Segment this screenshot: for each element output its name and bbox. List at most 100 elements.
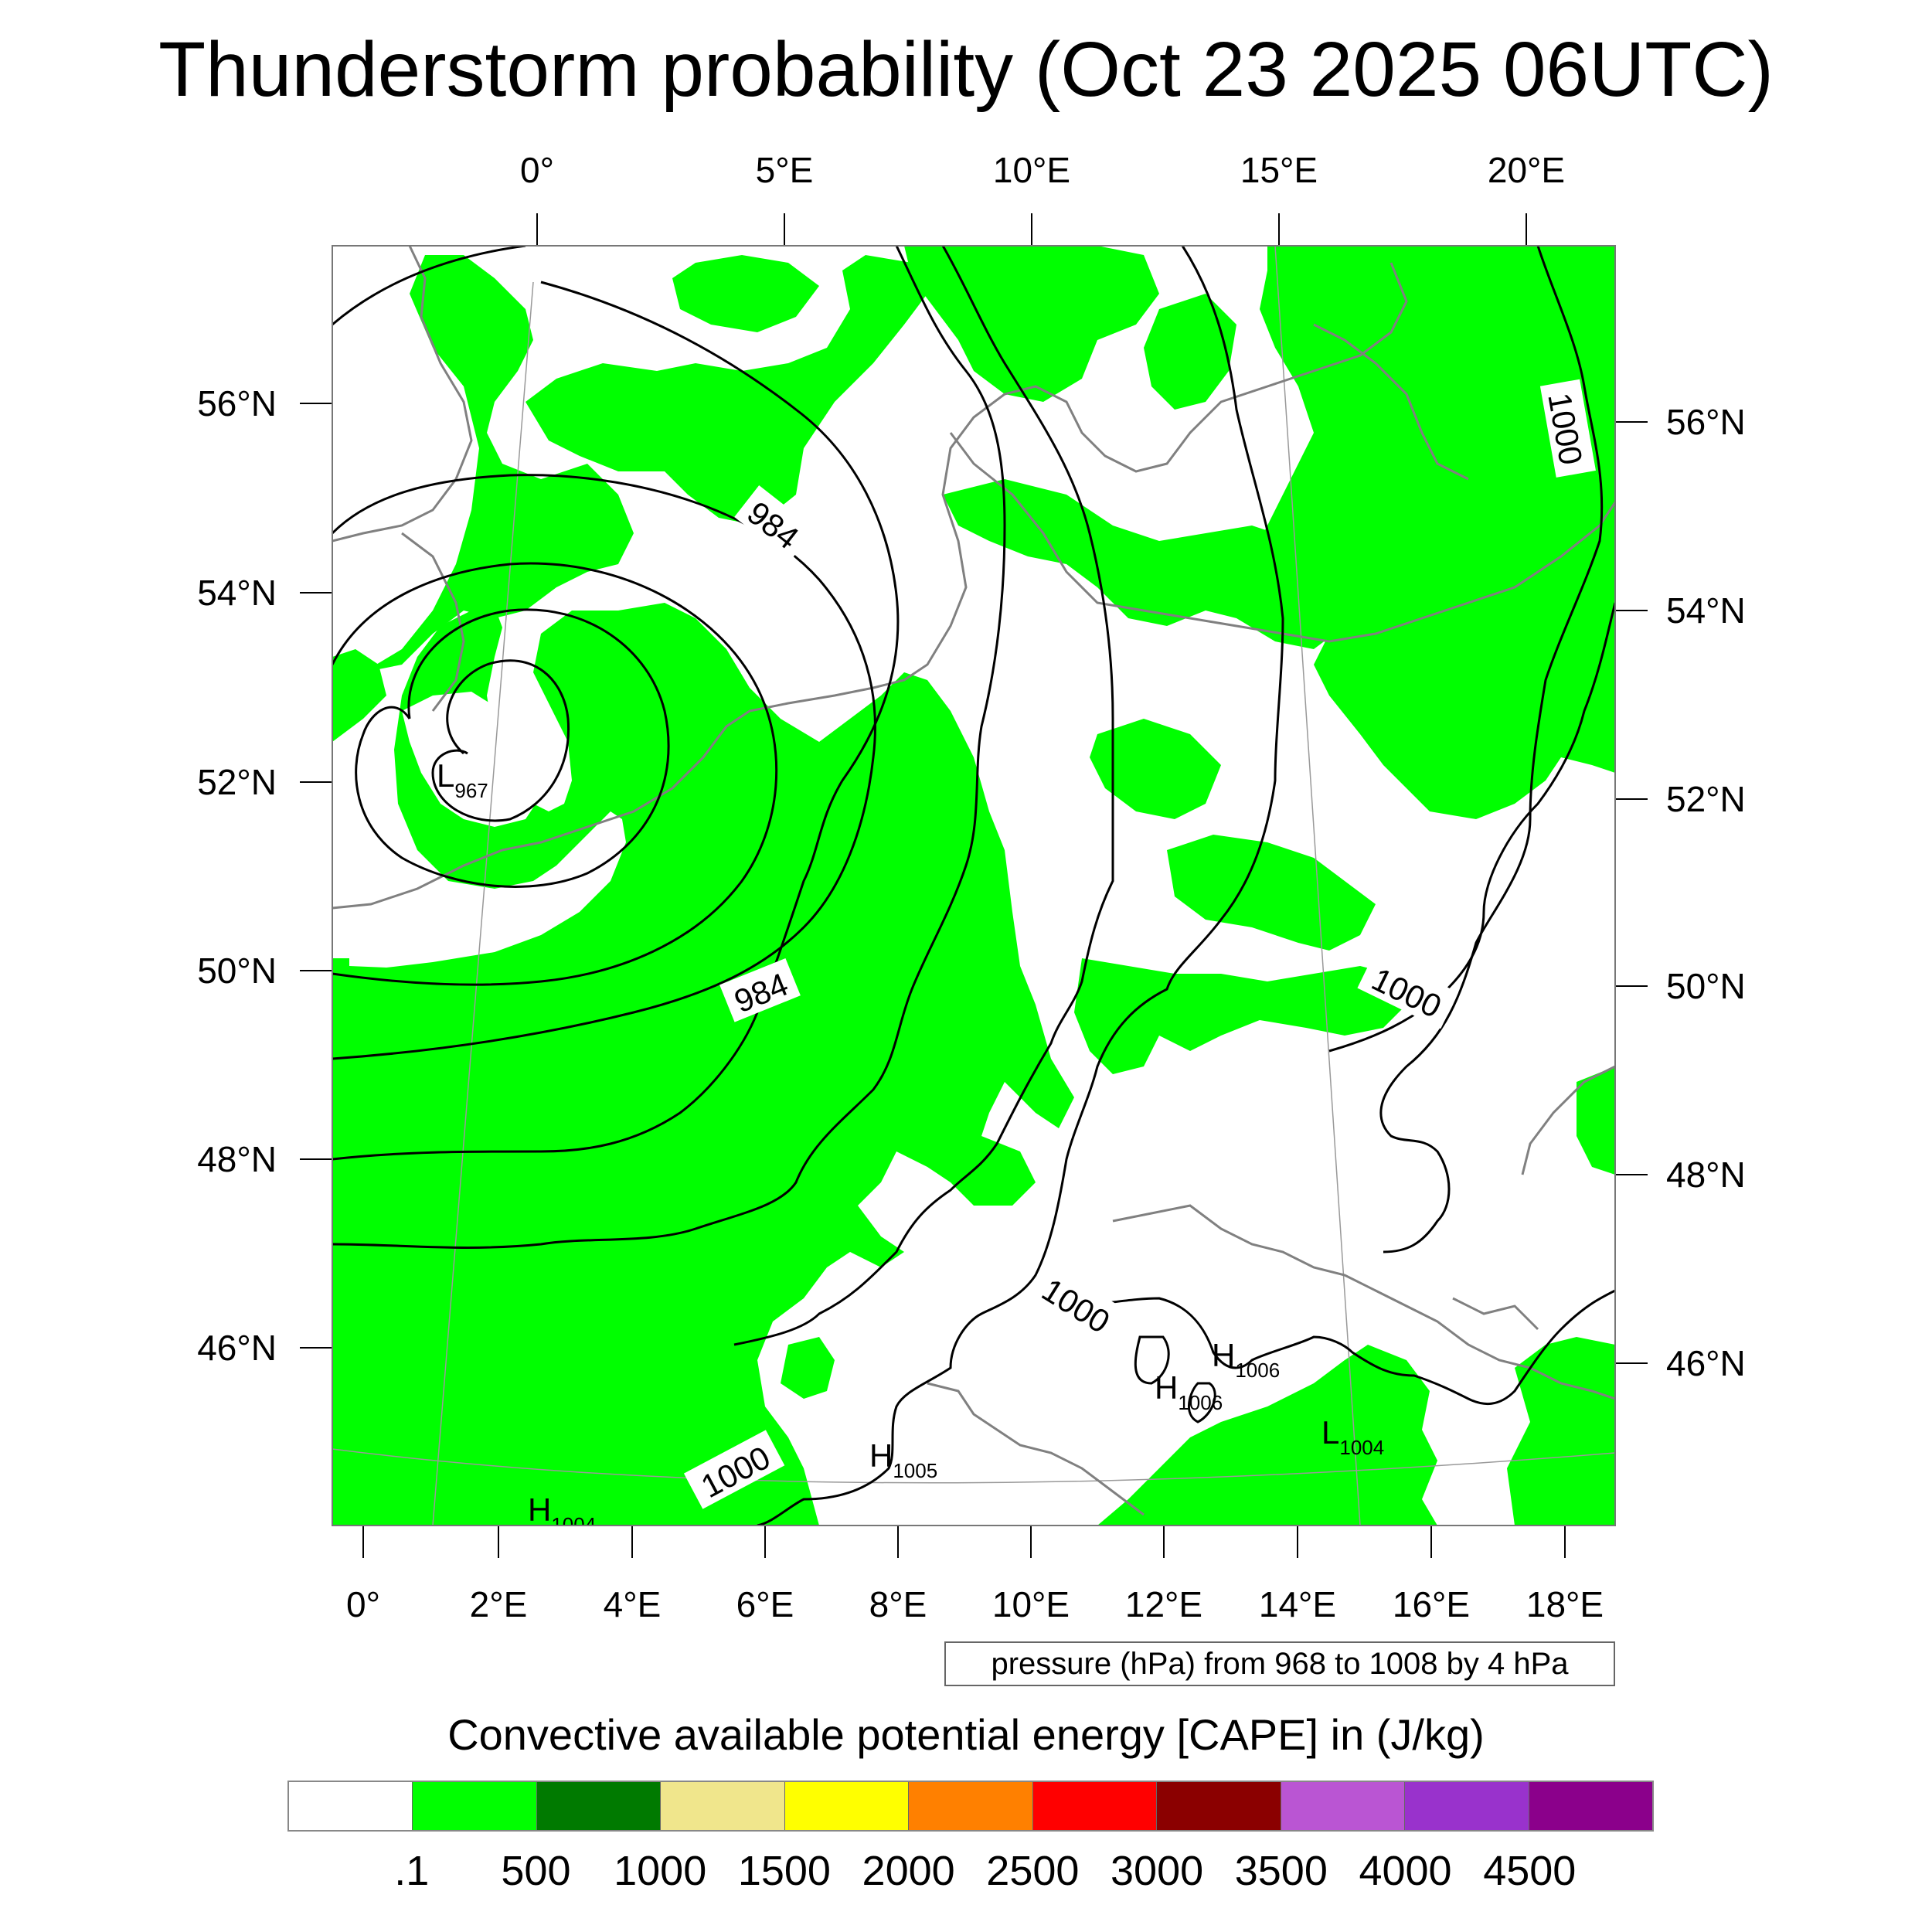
right-axis-label: 50°N [1666, 966, 1746, 1006]
colorbar-swatch [909, 1782, 1033, 1830]
right-axis-label: 48°N [1666, 1155, 1746, 1195]
left-axis-label: 46°N [197, 1328, 277, 1368]
colorbar-swatch [413, 1782, 537, 1830]
pressure-center-letter: L [1321, 1414, 1339, 1451]
top-axis-label: 15°E [1240, 150, 1318, 190]
colorbar-label: 4500 [1483, 1848, 1577, 1894]
pressure-center-label: L967 [437, 757, 488, 802]
colorbar-swatch [1281, 1782, 1406, 1830]
colorbar-label: 2000 [862, 1848, 955, 1894]
map-frame [332, 245, 1616, 1526]
contour-note: pressure (hPa) from 968 to 1008 by 4 hPa [944, 1641, 1615, 1686]
top-axis-ticks: 0° 5°E 10°E 15°E 20°E [520, 150, 1565, 246]
chart-title: Thunderstorm probability (Oct 23 2025 06… [158, 26, 1774, 113]
left-axis-ticks: 56°N 54°N 52°N 50°N 48°N 46°N [197, 383, 332, 1368]
colorbar-label: 1500 [737, 1848, 831, 1894]
colorbar-swatch [1157, 1782, 1281, 1830]
pressure-center-label: H1006 [1212, 1337, 1280, 1382]
left-axis-label: 56°N [197, 383, 277, 423]
cape-area-bavaria [943, 1136, 1036, 1206]
map-plot-area: 984 984 1000 1000 1000 1000 L967H1006H10… [332, 246, 1615, 1536]
pressure-center-value: 1004 [551, 1513, 596, 1536]
bottom-axis-label: 6°E [736, 1584, 794, 1624]
left-axis-label: 50°N [197, 951, 277, 991]
right-axis-label: 56°N [1666, 402, 1746, 442]
cape-area-ireland [332, 649, 386, 742]
cape-area-north-sea [526, 255, 927, 526]
isobar-1000-east [757, 246, 1284, 1526]
bottom-axis-label: 0° [346, 1584, 380, 1624]
colorbar-label: 2500 [986, 1848, 1080, 1894]
cape-area-balkan-east [1507, 1337, 1615, 1526]
colorbar-label: 3500 [1234, 1848, 1328, 1894]
cape-area-east-edge [1577, 1066, 1615, 1175]
pressure-center-label: L1004 [1321, 1414, 1384, 1459]
cape-area-germany [1090, 719, 1221, 819]
bottom-axis-label: 18°E [1526, 1584, 1604, 1624]
isobar-984 [332, 474, 876, 1060]
cape-area-adriatic [1097, 1345, 1437, 1526]
pressure-center-letter: H [1212, 1337, 1235, 1373]
pressure-center-label: H1006 [1155, 1369, 1223, 1414]
cape-area-sweden [1144, 294, 1236, 410]
colorbar-label: 1000 [614, 1848, 707, 1894]
pressure-center-value: 1004 [1339, 1436, 1384, 1459]
colorbar [287, 1781, 1654, 1832]
pressure-center-value: 1005 [893, 1459, 937, 1482]
bottom-axis-label: 14°E [1259, 1584, 1336, 1624]
cape-area-scandinavia [904, 246, 1159, 402]
right-axis-ticks: 56°N 54°N 52°N 50°N 48°N 46°N [1615, 402, 1746, 1383]
bottom-axis-label: 16°E [1393, 1584, 1470, 1624]
left-axis-label: 52°N [197, 762, 277, 802]
top-axis-label: 20°E [1488, 150, 1565, 190]
top-axis-label: 0° [520, 150, 554, 190]
colorbar-swatch [1529, 1782, 1652, 1830]
contour-label-1000-ne: 1000 [1539, 379, 1596, 478]
colorbar-swatch [1405, 1782, 1529, 1830]
pressure-center-value: 1006 [1235, 1359, 1280, 1382]
pressure-center-value: 1006 [1178, 1391, 1223, 1414]
colorbar-title: Convective available potential energy [C… [447, 1710, 1485, 1759]
cape-area-czech-south [1074, 958, 1406, 1074]
isobars [332, 246, 1615, 1526]
left-axis-label: 54°N [197, 573, 277, 613]
top-axis-label: 10°E [993, 150, 1070, 190]
coastlines [332, 246, 1615, 1516]
cape-area-west [332, 603, 1074, 1526]
cape-area-norway [672, 255, 819, 332]
colorbar-swatch [536, 1782, 662, 1830]
bottom-axis-ticks: 0° 2°E 4°E 6°E 8°E 10°E 12°E 14°E 16°E 18°E [346, 1526, 1604, 1624]
pressure-center-letter: H [1155, 1369, 1178, 1406]
colorbar-label: 500 [501, 1848, 571, 1894]
pressure-center-label: H1004 [528, 1492, 596, 1536]
colorbar-swatch [1032, 1782, 1158, 1830]
pressure-center-letter: H [869, 1437, 893, 1474]
colorbar-label: 3000 [1111, 1848, 1204, 1894]
bottom-axis-label: 2°E [470, 1584, 528, 1624]
pressure-center-letter: L [437, 757, 454, 794]
colorbar-label: .1 [394, 1848, 430, 1894]
right-axis-label: 54°N [1666, 590, 1746, 631]
pressure-center-letter: H [528, 1492, 551, 1528]
right-axis-label: 46°N [1666, 1343, 1746, 1383]
pressure-center-value: 967 [454, 779, 488, 802]
colorbar-swatch [289, 1782, 413, 1830]
bottom-axis-label: 12°E [1125, 1584, 1202, 1624]
bottom-axis-label: 8°E [869, 1584, 927, 1624]
cape-area-scotland [363, 255, 634, 672]
left-axis-label: 48°N [197, 1139, 277, 1179]
colorbar-swatch [784, 1782, 910, 1830]
bottom-axis-label: 10°E [992, 1584, 1070, 1624]
pressure-center-label: H1005 [869, 1437, 937, 1482]
top-axis-label: 5°E [756, 150, 814, 190]
isobar-968 [431, 659, 570, 822]
cape-area-rhone [781, 1337, 835, 1399]
right-axis-label: 52°N [1666, 779, 1746, 819]
colorbar-swatch [661, 1782, 785, 1830]
cape-area-denmark-baltic [943, 479, 1345, 649]
colorbar-labels: .1 500 1000 1500 2000 2500 3000 3500 4000 4500 [287, 1845, 1654, 1900]
colorbar-label: 4000 [1359, 1848, 1452, 1894]
cape-fill-areas [332, 246, 1615, 1526]
